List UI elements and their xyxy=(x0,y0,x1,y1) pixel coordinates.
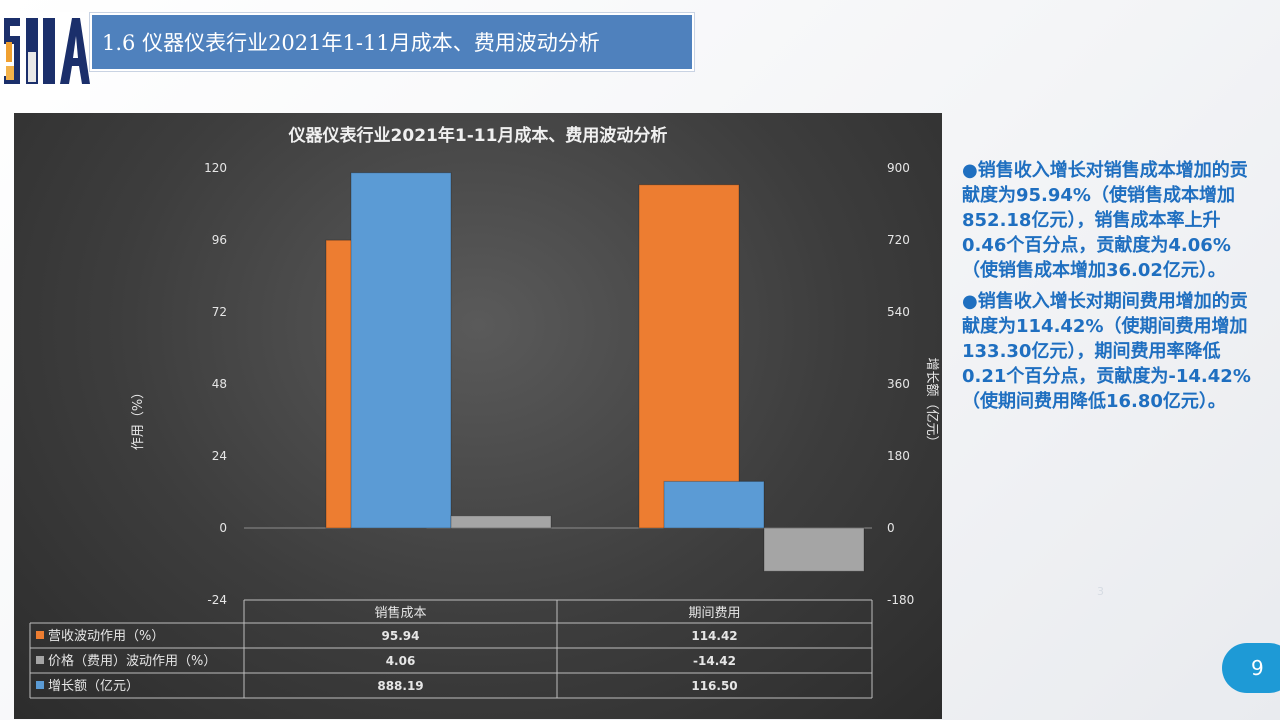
table-category-header: 销售成本 xyxy=(374,605,426,621)
faint-mark: 3 xyxy=(1097,585,1104,598)
left-tick-label: 48 xyxy=(212,377,227,391)
table-value: 4.06 xyxy=(386,654,416,668)
right-tick-label: 900 xyxy=(887,161,910,175)
right-tick-label: -180 xyxy=(887,593,914,607)
right-tick-label: 720 xyxy=(887,233,910,247)
legend-swatch xyxy=(36,631,44,639)
left-tick-label: 24 xyxy=(212,449,227,463)
right-tick-label: 540 xyxy=(887,305,910,319)
chart-panel: 仪器仪表行业2021年1-11月成本、费用波动分析 -24 0 24 48 72 96 120… xyxy=(14,113,942,719)
left-tick-label: -24 xyxy=(207,593,227,607)
table-value: 95.94 xyxy=(382,629,420,643)
left-tick-label: 120 xyxy=(204,161,227,175)
legend-label: 营收波动作用（%） xyxy=(48,629,164,644)
table-value: -14.42 xyxy=(693,654,736,668)
left-tick-label: 96 xyxy=(212,233,227,247)
bar-revenue-effect xyxy=(638,184,740,529)
siia-logo-mark xyxy=(4,18,90,84)
legend-swatch xyxy=(36,656,44,664)
right-tick-label: 180 xyxy=(887,449,910,463)
left-tick-label: 0 xyxy=(219,521,227,535)
table-value: 114.42 xyxy=(691,629,737,643)
note-expense: ●销售收入增长对期间费用增加的贡献度为114.42%（使期间费用增加133.30… xyxy=(962,291,1251,412)
side-notes: ●销售收入增长对销售成本增加的贡献度为95.94%（使销售成本增加852.18亿… xyxy=(962,158,1252,420)
page-number-badge: 9 xyxy=(1222,643,1280,693)
slide-title: 1.6 仪器仪表行业2021年1-11月成本、费用波动分析 xyxy=(102,31,600,55)
page-number: 9 xyxy=(1251,656,1264,680)
bar-chart: 仪器仪表行业2021年1-11月成本、费用波动分析 -24 0 24 48 72 96 120… xyxy=(29,125,939,699)
bar-price-effect xyxy=(763,527,865,572)
legend-swatch xyxy=(36,681,44,689)
table-value: 888.19 xyxy=(377,679,423,693)
legend-label: 价格（费用）波动作用（%） xyxy=(48,653,216,669)
left-tick-label: 72 xyxy=(212,305,227,319)
chart-title: 仪器仪表行业2021年1-11月成本、费用波动分析 xyxy=(288,125,668,146)
table-category-header: 期间费用 xyxy=(688,606,740,621)
bar-price-effect xyxy=(450,515,552,529)
right-tick-label: 0 xyxy=(887,521,895,535)
slide-title-bar: 1.6 仪器仪表行业2021年1-11月成本、费用波动分析 xyxy=(90,13,694,71)
right-tick-label: 360 xyxy=(887,377,910,391)
siia-logo xyxy=(0,12,90,100)
bar-growth-amount xyxy=(663,480,765,529)
left-axis-title: 作用（%） xyxy=(131,386,146,450)
note-cost: ●销售收入增长对销售成本增加的贡献度为95.94%（使销售成本增加852.18亿… xyxy=(962,160,1248,281)
right-axis-title: 增长额（亿元） xyxy=(924,357,939,448)
legend-label: 增长额（亿元） xyxy=(48,679,139,694)
bar-growth-amount xyxy=(350,172,452,529)
table-value: 116.50 xyxy=(691,679,737,693)
